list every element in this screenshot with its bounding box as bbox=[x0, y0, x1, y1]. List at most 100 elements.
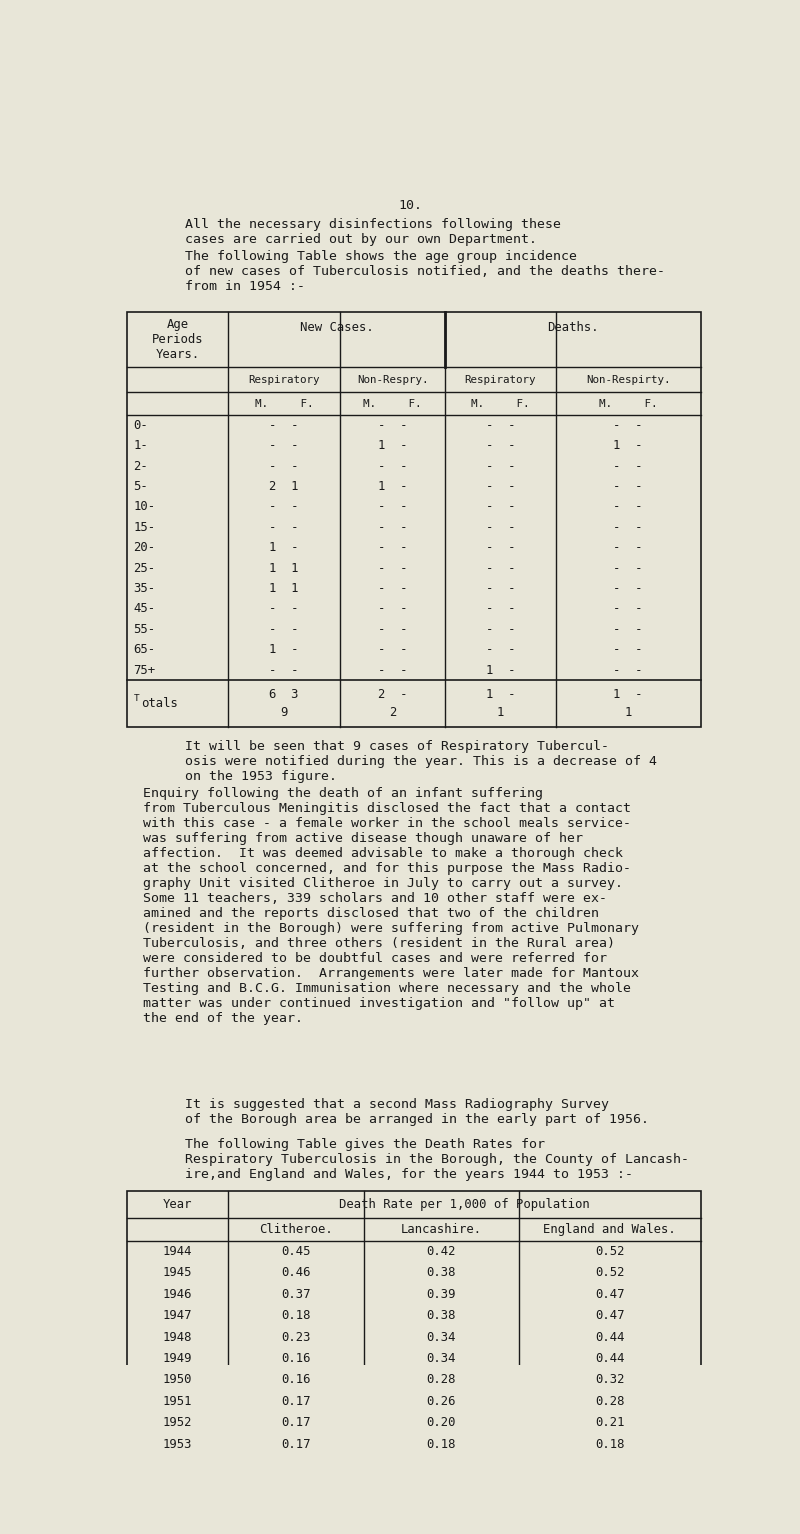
Text: -  -: - - bbox=[378, 419, 407, 431]
Text: M.     F.: M. F. bbox=[363, 399, 422, 408]
Text: -  -: - - bbox=[270, 522, 299, 534]
Text: 0.17: 0.17 bbox=[281, 1437, 310, 1451]
Text: M.     F.: M. F. bbox=[599, 399, 658, 408]
Text: -  -: - - bbox=[378, 542, 407, 554]
Text: 15-: 15- bbox=[134, 522, 155, 534]
Text: 0.46: 0.46 bbox=[281, 1267, 310, 1279]
Text: -  -: - - bbox=[486, 561, 515, 575]
Text: 1  -: 1 - bbox=[378, 439, 407, 453]
Text: -  -: - - bbox=[486, 603, 515, 615]
Text: 0-: 0- bbox=[134, 419, 148, 431]
Text: -  -: - - bbox=[378, 643, 407, 657]
Text: 1  -: 1 - bbox=[378, 480, 407, 492]
Text: -  -: - - bbox=[614, 643, 643, 657]
Text: Non-Respry.: Non-Respry. bbox=[357, 374, 428, 385]
Text: 1949: 1949 bbox=[162, 1351, 192, 1365]
Text: 0.44: 0.44 bbox=[595, 1351, 624, 1365]
Text: otals: otals bbox=[141, 696, 178, 710]
Text: 1  1: 1 1 bbox=[270, 561, 299, 575]
Text: 0.28: 0.28 bbox=[595, 1394, 624, 1408]
Text: 0.38: 0.38 bbox=[426, 1309, 456, 1322]
Text: 75+: 75+ bbox=[134, 664, 155, 676]
Text: 0.34: 0.34 bbox=[426, 1330, 456, 1344]
Text: 5-: 5- bbox=[134, 480, 148, 492]
Text: -  -: - - bbox=[614, 603, 643, 615]
Text: Death Rate per 1,000 of Population: Death Rate per 1,000 of Population bbox=[339, 1198, 590, 1210]
Text: 25-: 25- bbox=[134, 561, 155, 575]
Text: -  -: - - bbox=[270, 623, 299, 635]
Text: -  -: - - bbox=[486, 419, 515, 431]
Text: 0.23: 0.23 bbox=[281, 1330, 310, 1344]
Text: -  -: - - bbox=[270, 500, 299, 514]
Text: -  -: - - bbox=[486, 522, 515, 534]
Text: -  -: - - bbox=[614, 480, 643, 492]
Text: M.     F.: M. F. bbox=[471, 399, 530, 408]
Text: -  -: - - bbox=[270, 419, 299, 431]
Text: 2  -: 2 - bbox=[378, 687, 407, 701]
Text: 1: 1 bbox=[625, 706, 632, 719]
Text: 0.18: 0.18 bbox=[595, 1437, 624, 1451]
Text: -  -: - - bbox=[378, 603, 407, 615]
Text: -  -: - - bbox=[270, 460, 299, 472]
Text: 0.47: 0.47 bbox=[595, 1287, 624, 1301]
Text: 55-: 55- bbox=[134, 623, 155, 635]
Text: 1  -: 1 - bbox=[486, 687, 515, 701]
Text: 2  1: 2 1 bbox=[270, 480, 299, 492]
Text: 0.18: 0.18 bbox=[281, 1309, 310, 1322]
Text: -  -: - - bbox=[614, 542, 643, 554]
Text: New Cases.: New Cases. bbox=[299, 321, 374, 334]
Text: 6  3: 6 3 bbox=[270, 687, 299, 701]
Text: Year: Year bbox=[162, 1198, 192, 1210]
Bar bbox=[127, 311, 701, 727]
Text: M.     F.: M. F. bbox=[255, 399, 314, 408]
Text: 0.16: 0.16 bbox=[281, 1373, 310, 1387]
Text: T: T bbox=[134, 695, 139, 703]
Text: -  -: - - bbox=[270, 439, 299, 453]
Text: All the necessary disinfections following these
cases are carried out by our own: All the necessary disinfections followin… bbox=[186, 218, 562, 245]
Text: 1  -: 1 - bbox=[614, 439, 643, 453]
Text: -  -: - - bbox=[614, 500, 643, 514]
Text: -  -: - - bbox=[378, 623, 407, 635]
Text: -  -: - - bbox=[486, 643, 515, 657]
Text: -  -: - - bbox=[270, 603, 299, 615]
Text: Respiratory: Respiratory bbox=[465, 374, 536, 385]
Text: -  -: - - bbox=[486, 623, 515, 635]
Text: 20-: 20- bbox=[134, 542, 155, 554]
Text: 0.38: 0.38 bbox=[426, 1267, 456, 1279]
Text: 10.: 10. bbox=[398, 199, 422, 212]
Text: 9: 9 bbox=[280, 706, 288, 719]
Text: 0.16: 0.16 bbox=[281, 1351, 310, 1365]
Text: England and Wales.: England and Wales. bbox=[543, 1223, 676, 1236]
Text: 35-: 35- bbox=[134, 581, 155, 595]
Text: 2-: 2- bbox=[134, 460, 148, 472]
Text: Clitheroe.: Clitheroe. bbox=[259, 1223, 333, 1236]
Text: 0.37: 0.37 bbox=[281, 1287, 310, 1301]
Text: -  -: - - bbox=[614, 581, 643, 595]
Text: -  -: - - bbox=[486, 500, 515, 514]
Text: -  -: - - bbox=[378, 581, 407, 595]
Text: 0.28: 0.28 bbox=[426, 1373, 456, 1387]
Text: 1  -: 1 - bbox=[614, 687, 643, 701]
Text: -  -: - - bbox=[378, 460, 407, 472]
Text: -  -: - - bbox=[486, 581, 515, 595]
Text: 2: 2 bbox=[389, 706, 396, 719]
Text: 1944: 1944 bbox=[162, 1246, 192, 1258]
Text: 1952: 1952 bbox=[162, 1416, 192, 1430]
Text: -  -: - - bbox=[614, 623, 643, 635]
Text: -  -: - - bbox=[378, 500, 407, 514]
Text: -  -: - - bbox=[486, 460, 515, 472]
Text: -  -: - - bbox=[614, 561, 643, 575]
Text: 1  -: 1 - bbox=[270, 643, 299, 657]
Text: -  -: - - bbox=[614, 522, 643, 534]
Text: 0.20: 0.20 bbox=[426, 1416, 456, 1430]
Text: It is suggested that a second Mass Radiography Survey
of the Borough area be arr: It is suggested that a second Mass Radio… bbox=[186, 1098, 650, 1126]
Text: 1  -: 1 - bbox=[486, 664, 515, 676]
Text: 1  1: 1 1 bbox=[270, 581, 299, 595]
Text: Deaths.: Deaths. bbox=[547, 321, 598, 334]
Text: Lancashire.: Lancashire. bbox=[401, 1223, 482, 1236]
Text: 0.52: 0.52 bbox=[595, 1246, 624, 1258]
Text: 0.32: 0.32 bbox=[595, 1373, 624, 1387]
Text: 1946: 1946 bbox=[162, 1287, 192, 1301]
Text: 1  -: 1 - bbox=[270, 542, 299, 554]
Text: 0.17: 0.17 bbox=[281, 1416, 310, 1430]
